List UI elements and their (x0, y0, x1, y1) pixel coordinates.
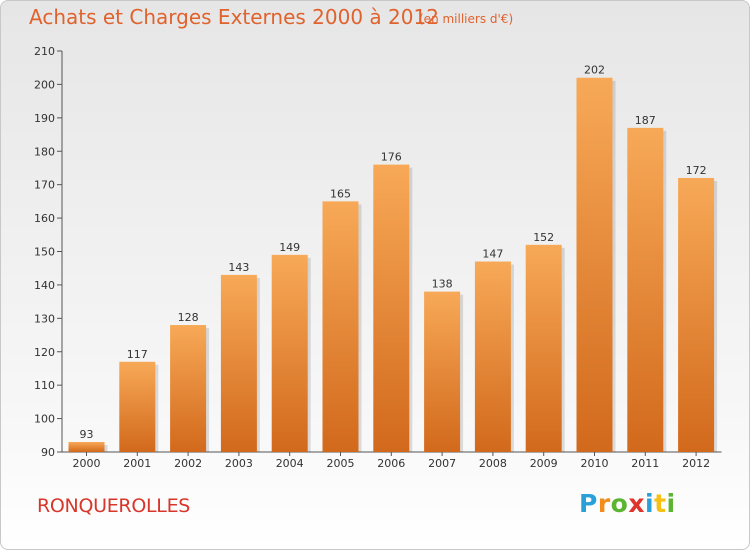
x-tick-label-2003: 2003 (225, 457, 253, 470)
y-tick-label: 110 (34, 379, 55, 392)
x-tick-label-2002: 2002 (174, 457, 202, 470)
logo-letter: i (666, 489, 676, 518)
y-tick-label: 200 (34, 78, 55, 91)
value-label-2009: 152 (533, 231, 554, 244)
bar-2002 (170, 325, 207, 452)
value-label-2008: 147 (482, 248, 503, 261)
y-tick-label: 120 (34, 346, 55, 359)
x-tick-label-2001: 2001 (123, 457, 151, 470)
bar-2001 (119, 361, 156, 452)
y-tick-label: 140 (34, 279, 55, 292)
value-label-2001: 117 (127, 348, 148, 361)
logo-letter: o (610, 489, 629, 518)
y-tick-label: 170 (34, 179, 55, 192)
value-label-2007: 138 (432, 278, 453, 291)
chart-subtitle: (en milliers d'€) (419, 12, 514, 26)
x-tick-label-2010: 2010 (581, 457, 609, 470)
value-label-2000: 93 (80, 428, 94, 441)
logo-letter: x (628, 489, 645, 518)
x-tick-label-2011: 2011 (631, 457, 659, 470)
value-label-2011: 187 (635, 114, 656, 127)
value-label-2005: 165 (330, 187, 351, 200)
chart-title: Achats et Charges Externes 2000 à 2012 (29, 5, 439, 29)
bar-2007 (424, 291, 461, 452)
y-tick-label: 190 (34, 112, 55, 125)
logo-letter: r (597, 489, 611, 518)
value-label-2012: 172 (686, 164, 707, 177)
logo-letter: t (654, 489, 667, 518)
bar-2004 (271, 254, 308, 452)
y-tick-label: 210 (34, 45, 55, 58)
y-tick-label: 160 (34, 212, 55, 225)
x-tick-label-2004: 2004 (276, 457, 304, 470)
x-tick-label-2000: 2000 (73, 457, 101, 470)
x-tick-label-2006: 2006 (377, 457, 405, 470)
y-tick-label: 150 (34, 246, 55, 259)
value-label-2010: 202 (584, 64, 605, 77)
bar-2008 (474, 261, 511, 452)
bar-2010 (576, 77, 613, 452)
x-tick-label-2008: 2008 (479, 457, 507, 470)
logo-letter: P (579, 489, 598, 518)
bar-2006 (373, 164, 410, 452)
x-tick-label-2009: 2009 (530, 457, 558, 470)
x-tick-label-2007: 2007 (428, 457, 456, 470)
location-name: RONQUEROLLES (37, 495, 191, 517)
x-tick-label-2005: 2005 (327, 457, 355, 470)
y-tick-label: 130 (34, 312, 55, 325)
bar-2009 (525, 244, 562, 452)
value-label-2003: 143 (228, 261, 249, 274)
bar-2005 (322, 201, 359, 452)
y-tick-label: 180 (34, 145, 55, 158)
value-label-2004: 149 (279, 241, 300, 254)
y-tick-label: 100 (34, 413, 55, 426)
logo-letter: i (645, 489, 655, 518)
x-tick-label-2012: 2012 (682, 457, 710, 470)
y-tick-label: 90 (41, 446, 55, 459)
value-label-2002: 128 (178, 311, 199, 324)
proxiti-logo: Proxiti (579, 489, 676, 518)
value-label-2006: 176 (381, 151, 402, 164)
bar-2012 (678, 177, 715, 452)
bar-2000 (68, 441, 105, 452)
bar-2003 (220, 274, 257, 452)
bar-2011 (627, 127, 664, 452)
